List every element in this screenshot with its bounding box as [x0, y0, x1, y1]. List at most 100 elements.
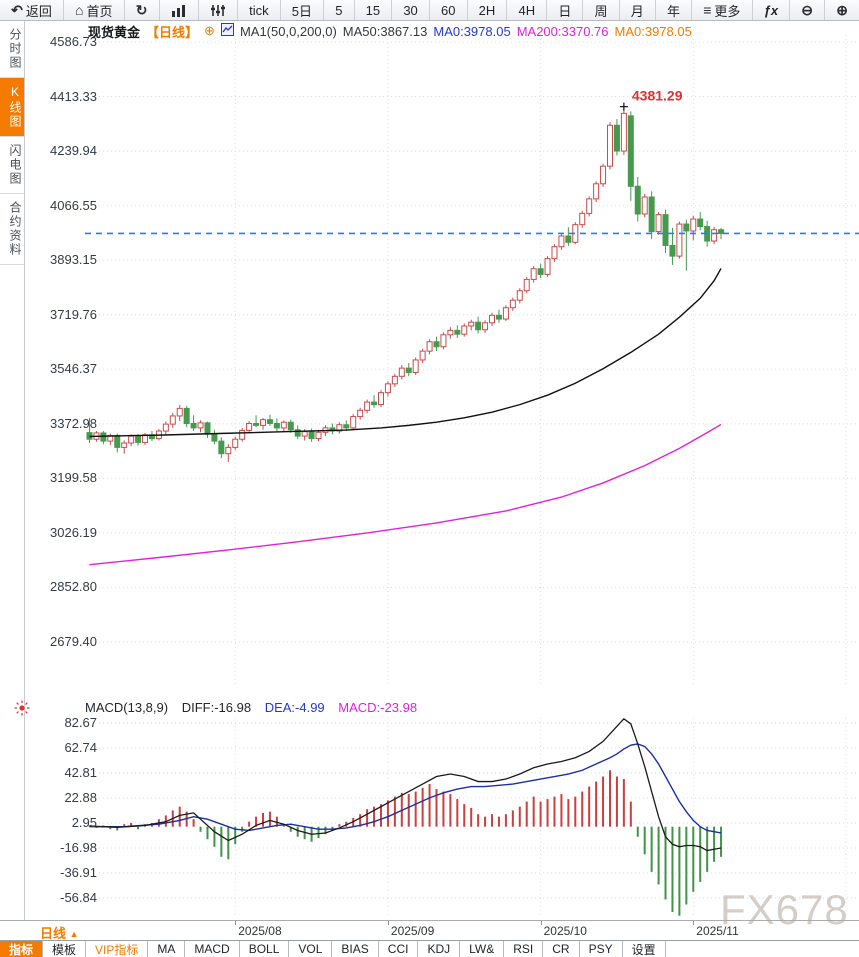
indicator-tab-bar: 指标 模板 VIP指标 MA MACD BOLL VOL BIAS CCI KDJ LW& RSI CR…	[0, 940, 859, 957]
svg-text:4381.29: 4381.29	[632, 88, 683, 104]
toolbar-label: 4H	[518, 2, 536, 18]
toolbar-button-5d[interactable]: 5日	[281, 0, 325, 20]
toolbar-button-home[interactable]: ⌂ 首页	[64, 0, 125, 20]
toolbar-label: 年	[666, 3, 680, 19]
toolbar-button-15m[interactable]: 15	[355, 0, 393, 20]
kline-icon	[210, 4, 226, 17]
indicator-tab-lwr[interactable]: LW&	[460, 941, 505, 957]
indicator-tab-ma[interactable]: MA	[148, 941, 186, 957]
macd-legend-header: MACD(13,8,9) DIFF:-16.98 DEA:-4.99 MACD:…	[85, 700, 427, 716]
period-tag: 【日线】	[146, 24, 199, 40]
ma-indicator-icon[interactable]	[220, 23, 234, 39]
macd-macd-value: MACD:-23.98	[338, 700, 418, 715]
chart-type-sidebar: 分时图 K线图 闪电图 合约资料	[0, 21, 25, 957]
toolbar-button-60m[interactable]: 60	[430, 0, 468, 20]
toolbar-button-formula[interactable]: ƒx	[753, 0, 791, 20]
chart-legend-header: 现货黄金 【日线】 ⊕ MA1(50,0,200,0) MA50:3867.13…	[88, 23, 692, 40]
macd-indicator-chart[interactable]	[85, 716, 859, 920]
toolbar-button-more[interactable]: ≡ 更多	[692, 0, 753, 20]
toolbar-button-year[interactable]: 年	[656, 0, 693, 20]
period-selector[interactable]: 日线 ▲	[40, 926, 79, 941]
macd-tick-label: -36.91	[60, 865, 97, 880]
toolbar-button-week[interactable]: 周	[583, 0, 620, 20]
toolbar-label: 更多	[714, 3, 741, 19]
indicator-tab-boll[interactable]: BOLL	[240, 941, 290, 957]
toolbar-label: 60	[441, 2, 456, 18]
toolbar-label: 返回	[25, 3, 52, 19]
toolbar-label: 首页	[86, 3, 113, 19]
toolbar-button-2h[interactable]: 2H	[468, 0, 508, 20]
toolbar-button-month[interactable]: 月	[620, 0, 656, 20]
expand-plus-icon[interactable]: ⊕	[204, 23, 215, 38]
price-tick-label: 3199.58	[50, 470, 97, 486]
toolbar-button-tick[interactable]: tick	[238, 0, 281, 20]
toolbar-button-4h[interactable]: 4H	[507, 0, 548, 20]
symbol-name: 现货黄金	[88, 24, 141, 40]
price-tick-label: 2852.80	[50, 579, 97, 595]
date-label: 2025/09	[390, 924, 435, 938]
ma-settings-label: MA1(50,0,200,0)	[239, 23, 337, 39]
price-tick-label: 4239.94	[50, 143, 97, 159]
date-label: 2025/11	[696, 924, 739, 938]
toolbar-button-chart-type-bar[interactable]	[160, 0, 199, 20]
indicator-tab-psy[interactable]: PSY	[580, 941, 623, 957]
toolbar-button-zoom-in[interactable]: ⊕	[825, 0, 859, 20]
indicator-tab-rsi[interactable]: RSI	[504, 941, 544, 957]
indicator-tab-settings[interactable]: 设置	[623, 941, 666, 957]
indicator-tab-vip-indicator[interactable]: VIP指标	[86, 941, 149, 957]
indicator-tab-macd[interactable]: MACD	[185, 941, 240, 957]
toolbar-button-30m[interactable]: 30	[392, 0, 430, 20]
toolbar-button-day[interactable]: 日	[547, 0, 584, 20]
toolbar-label: 30	[403, 2, 418, 18]
date-tick-mark	[693, 921, 695, 925]
macd-tick-label: 22.88	[64, 790, 97, 805]
price-tick-label: 3372.98	[50, 415, 97, 431]
toolbar-label: 5日	[291, 3, 313, 19]
macd-tick-label: 42.81	[64, 765, 97, 780]
toolbar-button-5m[interactable]: 5	[324, 0, 355, 20]
indicator-tab-kdj[interactable]: KDJ	[418, 941, 461, 957]
indicator-tab-cci[interactable]: CCI	[379, 941, 419, 957]
indicator-tab-vol[interactable]: VOL	[289, 941, 333, 957]
sidebar-item-contract-info[interactable]: 合约资料	[0, 194, 24, 265]
date-label: 2025/10	[543, 924, 587, 938]
toolbar-label: 2H	[478, 2, 496, 18]
indicator-tab-bias[interactable]: BIAS	[332, 941, 379, 957]
indicator-tab-cr[interactable]: CR	[543, 941, 580, 957]
price-tick-label: 3893.15	[50, 252, 97, 268]
sidebar-item-kline[interactable]: K线图	[0, 78, 24, 137]
back-icon: ↶	[11, 2, 23, 18]
zoom-out-icon: ⊖	[801, 2, 813, 18]
toolbar-button-zoom-out[interactable]: ⊖	[790, 0, 826, 20]
toolbar-label: 日	[558, 3, 572, 19]
toolbar-button-back[interactable]: ↶ 返回	[0, 0, 64, 20]
price-tick-label: 4413.33	[50, 88, 97, 104]
macd-params: MACD(13,8,9)	[85, 700, 169, 715]
toolbar-button-chart-type-kline[interactable]	[199, 0, 238, 20]
sidebar-item-lightning[interactable]: 闪电图	[0, 137, 24, 194]
macd-tick-label: 62.74	[64, 740, 97, 755]
sidebar-item-time-share[interactable]: 分时图	[0, 21, 24, 78]
ma0-blue-value: MA0:3978.05	[433, 23, 511, 39]
triangle-up-icon: ▲	[69, 929, 79, 939]
bar-chart-icon	[171, 4, 187, 17]
macd-tick-label: -16.98	[60, 840, 97, 855]
menu-icon: ≡	[703, 2, 712, 18]
macd-tick-label: -56.84	[60, 890, 97, 905]
price-tick-label: 3546.37	[50, 361, 97, 377]
indicator-tab-template[interactable]: 模板	[43, 941, 87, 957]
indicator-tab-indicator[interactable]: 指标	[0, 941, 44, 957]
time-axis-row: 日线 ▲ 2025/08 2025/09 2025/10 2025/11	[0, 920, 859, 941]
date-label: 2025/08	[238, 924, 282, 938]
price-tick-label: 2679.40	[50, 633, 97, 649]
indicator-settings-icon[interactable]	[13, 699, 31, 717]
toolbar-button-refresh[interactable]: ↻	[125, 0, 160, 20]
macd-dea-value: DEA:-4.99	[264, 700, 325, 715]
ma50-value: MA50:3867.13	[342, 23, 428, 39]
main-candlestick-chart[interactable]: 4381.29	[85, 25, 859, 700]
price-tick-label: 3026.19	[50, 524, 97, 540]
ma200-value: MA200:3370.76	[516, 23, 609, 39]
macd-diff-value: DIFF:-16.98	[181, 700, 252, 715]
toolbar-label: 5	[335, 2, 343, 18]
